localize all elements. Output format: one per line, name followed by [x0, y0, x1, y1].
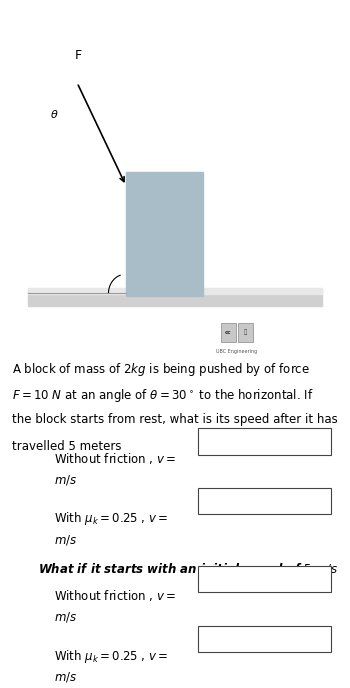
Text: $\theta$: $\theta$ — [50, 107, 58, 120]
Bar — [198, 566, 331, 592]
Text: Without friction , $v =$: Without friction , $v =$ — [54, 588, 176, 603]
Text: Without friction , $v =$: Without friction , $v =$ — [54, 451, 176, 466]
Text: travelled 5 meters: travelled 5 meters — [12, 440, 122, 453]
Text: A block of mass of $2kg$ is being pushed by of force: A block of mass of $2kg$ is being pushed… — [12, 361, 310, 378]
Text: F: F — [75, 49, 82, 62]
Text: $F = 10\ N$ at an angle of $\theta = 30^\circ$ to the horizontal. If: $F = 10\ N$ at an angle of $\theta = 30^… — [12, 387, 314, 405]
Text: cc: cc — [225, 330, 232, 335]
Text: $m/s$: $m/s$ — [54, 533, 78, 546]
Bar — [28, 289, 322, 306]
Text: What if it starts with an initial speed of $5\ m/s$: What if it starts with an initial speed … — [38, 561, 338, 578]
Bar — [198, 429, 331, 455]
Text: UBC Engineering: UBC Engineering — [216, 349, 258, 354]
Bar — [238, 323, 253, 342]
Bar — [198, 488, 331, 515]
Bar — [126, 172, 203, 296]
Text: $m/s$: $m/s$ — [54, 610, 78, 624]
Text: $m/s$: $m/s$ — [54, 670, 78, 684]
Bar — [220, 323, 237, 342]
Text: $m/s$: $m/s$ — [54, 473, 78, 486]
Text: With $\mu_k = 0.25$ , $v =$: With $\mu_k = 0.25$ , $v =$ — [54, 510, 169, 528]
Bar — [198, 626, 331, 652]
Text: ⓘ: ⓘ — [244, 330, 247, 335]
Text: the block starts from rest, what is its speed after it has: the block starts from rest, what is its … — [12, 413, 338, 427]
Text: With $\mu_k = 0.25$ , $v =$: With $\mu_k = 0.25$ , $v =$ — [54, 648, 169, 665]
Bar — [28, 288, 322, 294]
